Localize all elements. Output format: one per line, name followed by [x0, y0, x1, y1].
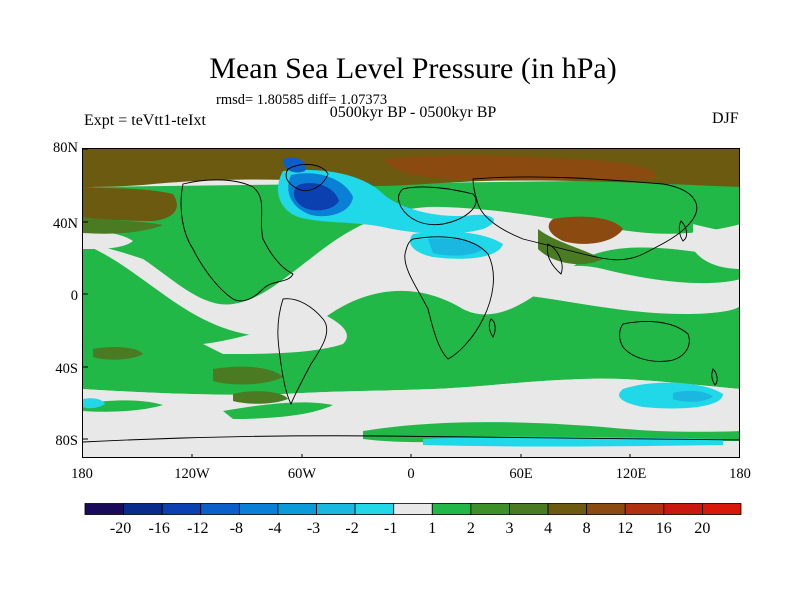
white-patch-west — [83, 229, 133, 249]
colorbar-label: 4 — [544, 520, 553, 537]
green-dark-patch-south-pacific — [93, 346, 143, 360]
cyan-patch-south-indian — [619, 382, 723, 409]
colorbar-box — [702, 503, 742, 515]
colorbar-box — [509, 503, 549, 515]
blue-patch-mediterranean — [428, 238, 483, 256]
coast-greenland — [285, 163, 329, 192]
map-axis-ticks — [83, 149, 631, 457]
coastlines — [83, 163, 739, 443]
season-label: DJF — [712, 110, 739, 127]
colorbar-label: -2 — [345, 520, 359, 537]
colorbar-label: 20 — [694, 520, 711, 537]
colorbar-label: -16 — [148, 520, 170, 537]
experiment-label: Expt = teVtt1-teIxt — [84, 112, 206, 129]
cyan-patch-south-west — [83, 398, 105, 409]
colorbar-box — [84, 503, 124, 515]
coast-madagascar — [488, 318, 496, 338]
colorbar-label: -4 — [268, 520, 282, 537]
lon-tick-label: 120E — [615, 466, 647, 482]
colorbar-label: 2 — [466, 520, 475, 537]
colorbar-label: 16 — [655, 520, 672, 537]
green-dark-patch-atlantic — [233, 391, 288, 404]
lon-tick-label: 0 — [407, 466, 415, 482]
lat-tick-label: 0 — [70, 288, 78, 304]
colorbar-box — [431, 503, 472, 515]
colorbar-label: 1 — [428, 520, 437, 537]
coast-europe — [398, 186, 477, 226]
olive-patch-north-pacific — [83, 187, 177, 221]
coast-india — [546, 243, 563, 275]
coast-japan — [678, 220, 688, 242]
blue-patch-south-indian — [673, 390, 713, 402]
lon-tick-label: 120W — [174, 466, 210, 482]
period-label: 0500kyr BP - 0500kyr BP — [329, 104, 497, 121]
lon-tick-label: 180 — [729, 466, 751, 482]
coast-australia — [619, 321, 690, 362]
olive-patch-asia — [548, 216, 623, 244]
colorbar-box — [354, 503, 395, 515]
colorbar-box — [624, 503, 665, 515]
colorbar-label: -12 — [187, 520, 209, 537]
green-dark-patch-south-america — [213, 366, 283, 385]
colorbar-box — [393, 503, 433, 515]
lat-tick-label: 80S — [55, 433, 78, 449]
colorbar-box — [547, 503, 588, 515]
plot-title: Mean Sea Level Pressure (in hPa) — [209, 52, 617, 85]
coast-south-america — [277, 298, 328, 406]
map-svg — [83, 149, 739, 457]
colorbar-label: -8 — [229, 520, 244, 537]
lon-tick-label: 60E — [509, 466, 533, 482]
lat-tick-label: 40N — [53, 216, 78, 232]
coast-asia — [472, 176, 698, 261]
lon-tick-label: 60W — [287, 466, 317, 482]
green-dark-patch-asia — [538, 229, 603, 265]
colorbar-label: 12 — [617, 520, 634, 537]
colorbar-label: 8 — [582, 520, 591, 537]
coast-north-america — [180, 179, 294, 302]
colorbar-box — [470, 503, 510, 515]
rmsd-diff-stats: rmsd= 1.80585 diff= 1.07373 — [216, 92, 388, 108]
green-dark-patch-north-pacific — [83, 217, 163, 234]
colorbar-box — [277, 503, 317, 515]
msl-pressure-difference-map — [82, 148, 740, 458]
colorbar-label: -3 — [306, 520, 321, 537]
colorbar-label: -1 — [384, 520, 398, 537]
colorbar-box — [161, 503, 202, 515]
lat-tick-label: 40S — [55, 361, 78, 377]
colorbar-box — [123, 503, 163, 515]
coast-new-zealand — [711, 368, 718, 386]
colorbar-box — [200, 503, 240, 515]
white-patch-pacific-equator — [373, 249, 547, 315]
green-field-north — [83, 179, 739, 305]
colorbar-box — [316, 503, 356, 515]
darkblue-patch-north-atlantic — [293, 182, 339, 211]
colorbar-box — [238, 503, 279, 515]
white-patch-indian — [513, 265, 739, 314]
colorbar-box — [663, 503, 703, 515]
green-strip-southern-1 — [223, 402, 333, 419]
colorbar-label: -20 — [109, 520, 132, 537]
lon-tick-label: 180 — [71, 466, 93, 482]
coast-antarctica — [83, 435, 739, 443]
colorbar-box — [586, 503, 626, 515]
lat-tick-label: 80N — [53, 140, 78, 156]
white-patch-northeast — [693, 224, 739, 269]
olive-patch-siberia — [383, 155, 656, 180]
colorbar — [84, 503, 742, 515]
coast-africa — [404, 236, 494, 360]
white-patch-south-pacific — [203, 314, 347, 354]
colorbar-label: 3 — [505, 520, 514, 537]
